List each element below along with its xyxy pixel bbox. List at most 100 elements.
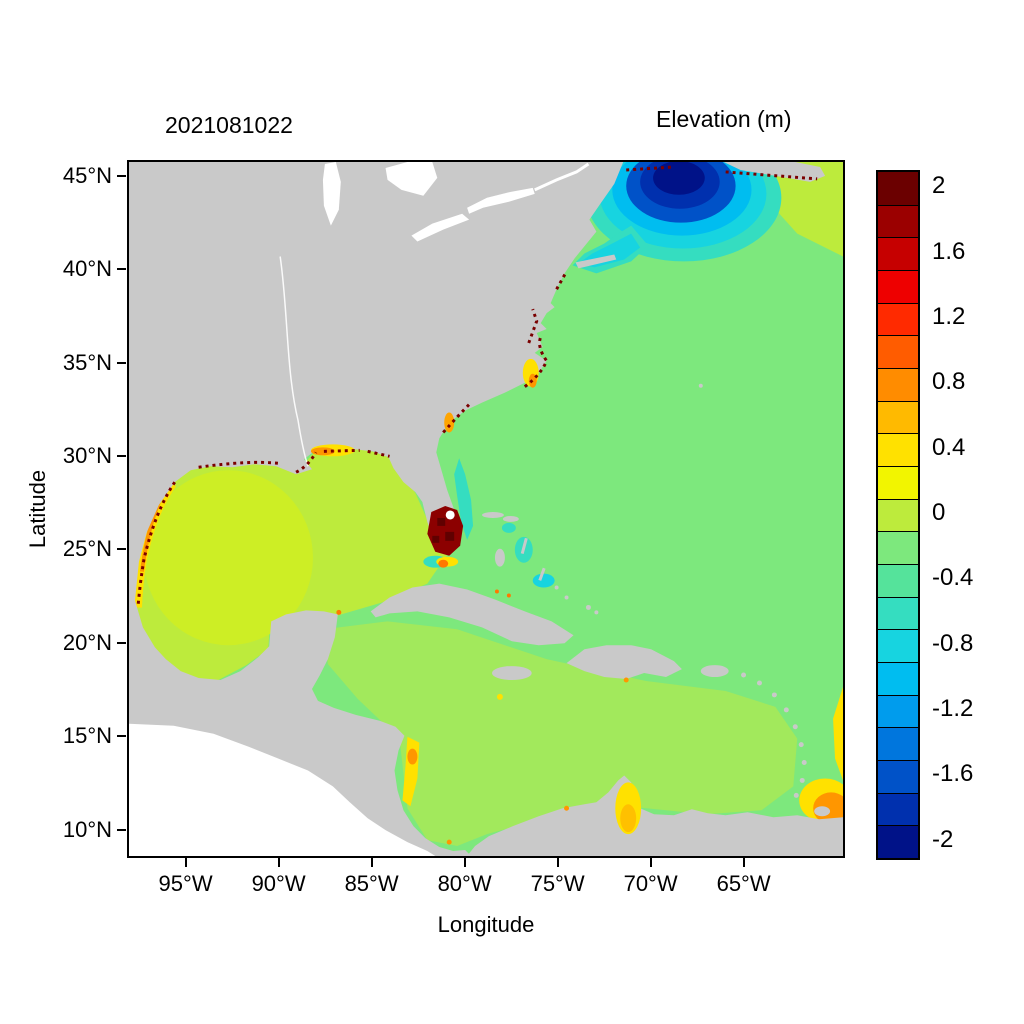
colorbar-band [878,335,918,368]
lake-erie [411,213,470,242]
south-florida-high-cluster [427,506,464,556]
puerto-rico-island [700,665,729,678]
land-layer [129,162,843,856]
colorbar-band [878,792,918,826]
colorbar-band [878,825,918,858]
pacific-no-data-region [129,723,436,856]
colorbar-band [878,466,918,499]
y-axis-tick-label: 20°N [62,629,112,655]
panama-warm-spot [446,839,452,845]
long-island-land [575,254,617,269]
colorbar-band [878,629,918,662]
st-lawrence-river [534,162,590,192]
map-canvas [129,162,843,856]
y-axis-tick [117,454,126,457]
y-axis-tick [117,641,126,644]
x-axis-tick-label: 80°W [437,871,492,896]
bahamas-cool-patch [532,573,555,588]
cayman-warm-spot [496,693,503,700]
colorbar-band [878,368,918,401]
nicaragua-coast-warm-spot [407,748,418,765]
colorbar-tick-label: -0.8 [932,629,974,657]
y-axis-tick [117,268,126,270]
x-axis-tick-label: 95°W [158,871,213,896]
colorbar-band [878,204,918,238]
colorbar-band [878,433,918,466]
cancun-warm-spot [336,609,342,615]
cartagena-warm-spot [564,805,570,811]
cuba-north-warm-spot [494,589,499,594]
colorbar-band [878,564,918,597]
y-axis-tick [117,361,126,364]
x-axis-tick-label: 75°W [530,871,585,896]
colorbar-tick-label: 0.4 [932,433,966,461]
x-axis-label: Longitude [437,912,535,937]
mississippi-river [279,256,309,467]
y-axis-tick [117,174,126,177]
colorbar-band [878,237,918,270]
trinidad-island [814,806,831,817]
jamaica-island [491,666,532,681]
x-axis-tick [184,858,187,867]
shoreline-extreme-speckles [136,165,818,608]
y-axis-tick-label: 45°N [62,162,112,188]
florida-east-coast-band [454,458,474,540]
y-axis-tick [117,548,126,551]
x-axis-tick [463,858,466,867]
colorbar-band [878,727,918,760]
colorbar-band [878,172,918,205]
y-axis-tick-label: 30°N [62,442,112,468]
colorbar-tick-label: -0.4 [932,564,974,592]
hispaniola-island [566,645,682,680]
colorbar-band [878,270,918,303]
y-axis-tick [117,735,126,738]
colorbar-tick-label: 2 [932,172,946,200]
x-axis-tick-label: 85°W [344,871,399,896]
x-axis-tick-label: 90°W [251,871,306,896]
cuba-island [370,583,574,646]
georgia-coast-warm-patch [444,412,455,433]
colorbar-band [878,760,918,793]
colorbar-band [878,596,918,630]
caribbean-water [323,621,798,847]
west-gulf-bright-patch [143,470,313,646]
lake-ontario [467,187,535,214]
south-america-landmass [467,775,843,856]
colorbar-tick-label: 0 [932,499,946,526]
x-axis-tick-label: 70°W [623,871,678,896]
colorbar-band [878,498,918,532]
gulf-of-maine-anomaly [572,162,782,274]
colorbar-band [878,694,918,728]
lake-okeechobee [445,510,455,520]
cuba-north-warm-spot [506,593,511,598]
map-plot-area [127,160,845,858]
colorbar-band [878,302,918,336]
coastal-extremes-layer [136,165,818,845]
y-axis-tick-label: 15°N [62,723,112,749]
nova-scotia-land [723,162,826,182]
colorbar-tick-label: 1.2 [932,303,966,330]
lake-michigan [322,162,341,226]
colorbar-band [878,531,918,564]
colorbar-band [878,662,918,695]
y-axis-tick-label: 40°N [62,256,112,281]
y-axis-tick-label: 35°N [62,349,112,375]
x-axis-tick [556,858,559,867]
timestamp-title: 2021081022 [165,112,293,138]
colorbar-tick-label: 0.8 [932,368,966,396]
colorbar-tick-label: 1.6 [932,237,966,265]
lake-huron [385,162,438,196]
x-axis-tick [277,858,280,867]
lesser-antilles-islands [741,672,807,798]
colorbar-band [878,400,918,434]
north-central-america-landmass [129,162,624,856]
colorbar-title: Elevation (m) [656,106,792,132]
x-axis-tick [649,858,652,867]
x-axis-tick [370,858,373,867]
hispaniola-south-warm-spot [623,677,629,683]
colorbar-tick-label: -1.6 [932,760,974,788]
x-axis-tick-label: 65°W [716,871,771,896]
bahamas-islands [482,511,599,615]
x-axis-tick [742,858,745,867]
